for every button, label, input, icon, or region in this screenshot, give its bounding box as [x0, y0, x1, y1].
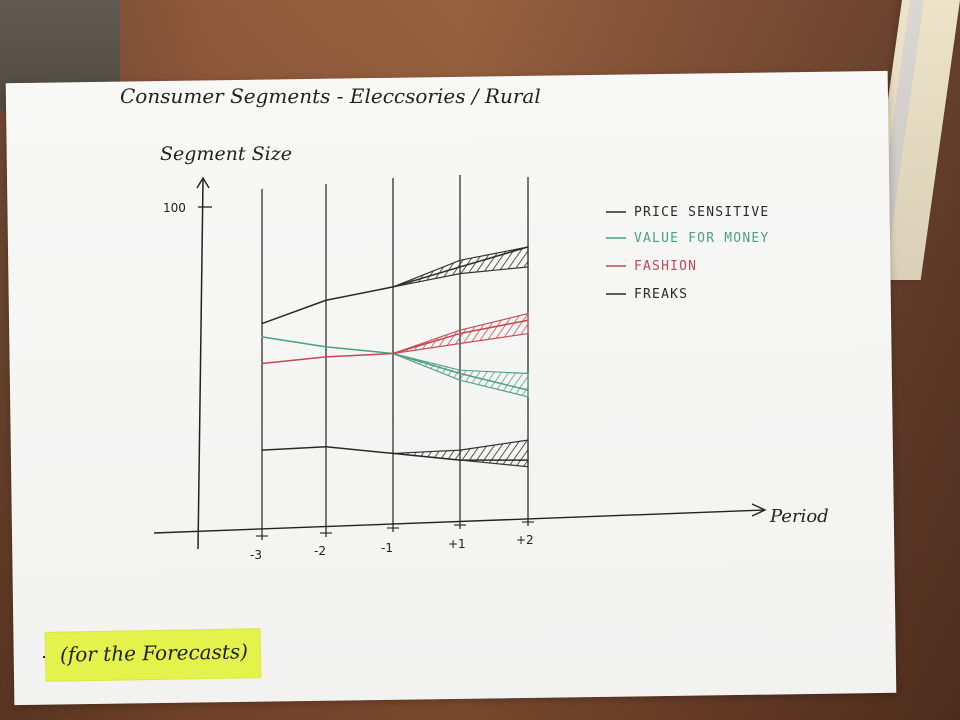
series-lines — [261, 246, 529, 461]
legend-label-3: FASHION — [634, 259, 697, 274]
x-ticks: -3 -2 -1 +1 +2 — [250, 521, 534, 562]
period-grid-lines — [261, 175, 529, 540]
x-axis-arrow — [751, 503, 767, 517]
y-tick-100: 100 — [163, 201, 186, 215]
x-tick-label-5: +2 — [516, 533, 534, 547]
x-tick-label-1: -3 — [250, 548, 262, 562]
legend-label-4: FREAKS — [634, 287, 688, 302]
forecast-note: (for the Forecasts) — [59, 639, 249, 667]
legend: PRICE SENSITIVE VALUE FOR MONEY FASHION FRE… — [606, 205, 769, 302]
x-tick-label-4: +1 — [448, 537, 466, 551]
chart-title: Consumer Segments - Eleccsories / Rural — [120, 84, 541, 108]
y-axis — [197, 179, 204, 550]
legend-label-2: VALUE FOR MONEY — [634, 231, 769, 246]
legend-label-1: PRICE SENSITIVE — [634, 205, 769, 220]
y-axis-label: Segment Size — [160, 143, 292, 165]
series-line-1 — [261, 246, 529, 325]
x-tick-label-2: -2 — [314, 544, 326, 558]
x-tick-label-3: -1 — [381, 541, 393, 555]
series-line-3 — [261, 319, 529, 365]
x-axis-label: Period — [769, 506, 829, 527]
series-line-4 — [261, 446, 529, 461]
y-axis-arrow — [196, 176, 210, 189]
